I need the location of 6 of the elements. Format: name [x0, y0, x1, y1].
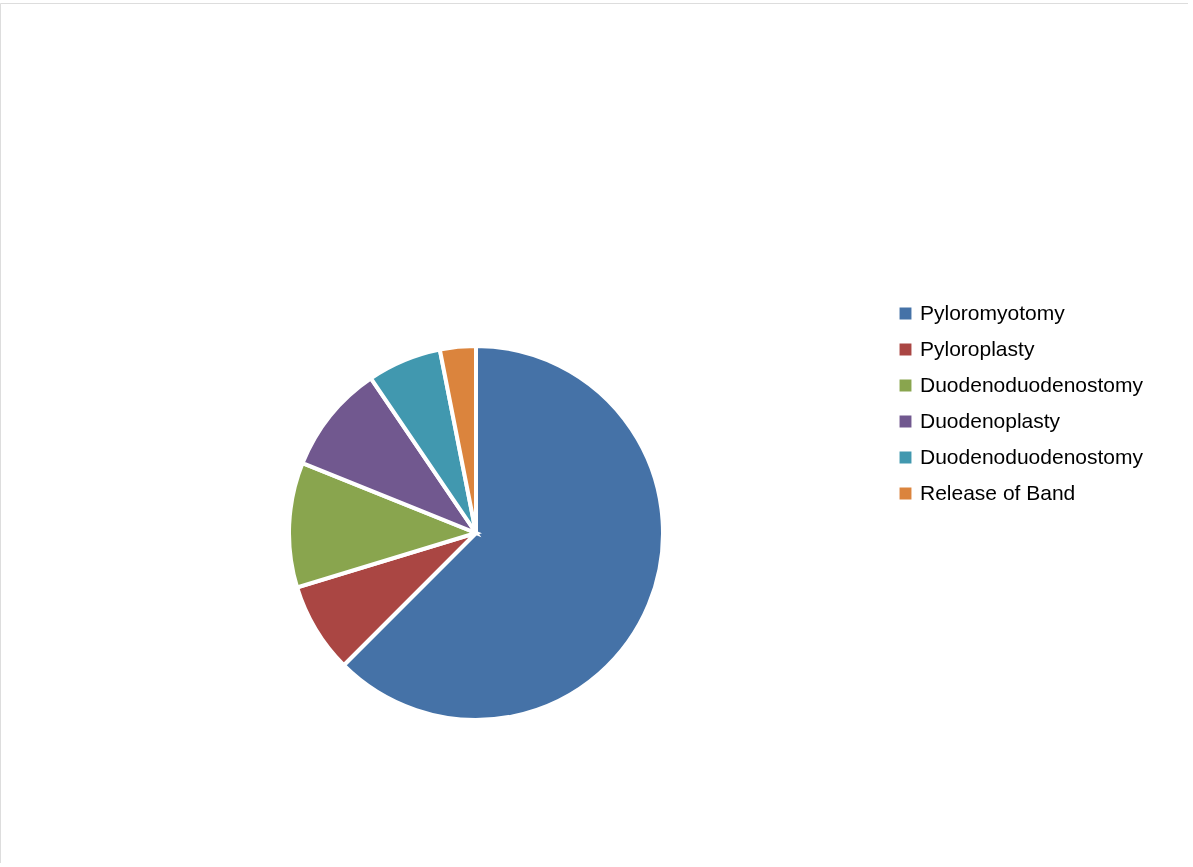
legend-label: Pyloroplasty [920, 336, 1035, 360]
legend-label: Duodenoplasty [920, 408, 1061, 432]
legend-label: Release of Band [920, 480, 1076, 504]
legend-label: Pyloromyotomy [920, 300, 1066, 324]
legend-label: Duodenoduodenostomy [920, 444, 1144, 468]
legend-label: Duodenoduodenostomy [920, 372, 1144, 396]
